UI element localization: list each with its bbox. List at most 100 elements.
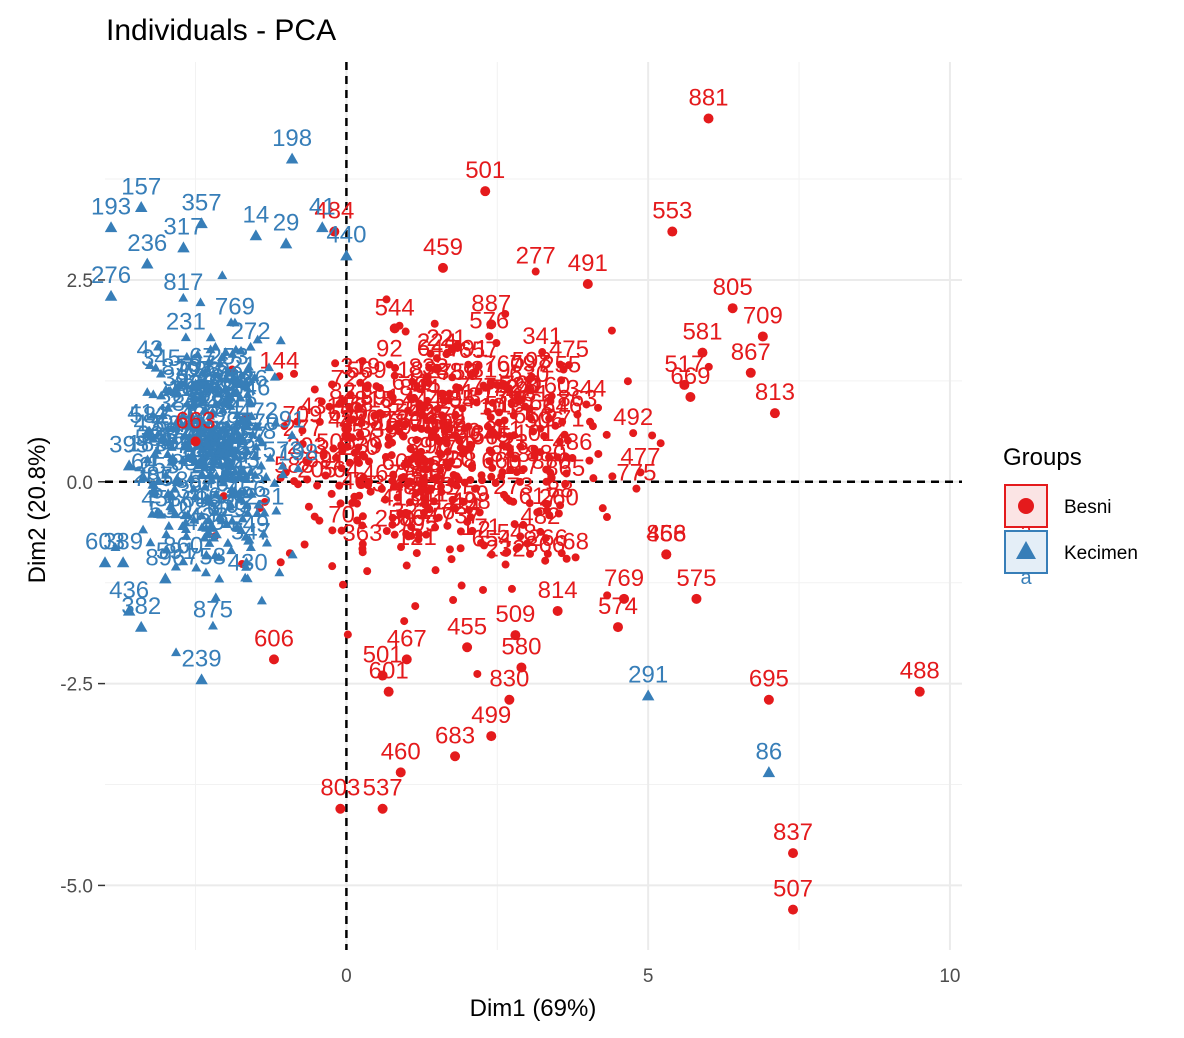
cluster-point-1-220 <box>209 437 220 447</box>
cluster-point-1-58 <box>210 592 221 602</box>
point-besni-28 <box>377 803 388 814</box>
point-besni-31 <box>401 654 412 665</box>
cluster-point-0-285 <box>629 429 638 438</box>
cluster-point-1-266 <box>186 453 197 463</box>
cluster-point-0-295 <box>363 381 372 390</box>
cluster-point-0-150 <box>407 522 416 531</box>
cluster-point-0-406 <box>510 520 519 529</box>
point-besni-33 <box>383 686 394 697</box>
cluster-point-0-172 <box>325 402 334 411</box>
cluster-point-0-116 <box>545 511 554 520</box>
cluster-label-1-216: 231 <box>244 484 284 511</box>
cluster-point-0-132 <box>426 457 435 466</box>
point-besni-26 <box>395 767 406 778</box>
cluster-point-0-253 <box>471 484 480 493</box>
cluster-point-0-358 <box>436 482 445 491</box>
cluster-label-0-321: 413 <box>380 485 420 512</box>
cluster-point-1-184 <box>180 524 191 533</box>
cluster-point-1-238 <box>201 523 212 532</box>
point-label-besni-28: 537 <box>363 775 403 802</box>
cluster-point-0-359 <box>431 425 440 434</box>
point-label-besni-1: 501 <box>465 157 505 184</box>
cluster-point-1-28 <box>256 460 267 470</box>
cluster-point-0-381 <box>452 472 461 481</box>
cluster-point-1-202 <box>205 344 216 354</box>
cluster-point-1-5 <box>188 514 199 524</box>
cluster-point-0-70 <box>337 464 346 473</box>
cluster-point-0-4 <box>457 581 466 590</box>
cluster-point-0-415 <box>391 364 400 373</box>
cluster-label-0-363: 870 <box>531 448 571 475</box>
cluster-point-0-378 <box>472 398 481 407</box>
point-label-besni-38: 544 <box>375 294 415 321</box>
cluster-point-0-15 <box>315 417 324 426</box>
cluster-point-0-151 <box>492 338 501 347</box>
point-label-kecimen-11: 291 <box>628 662 668 689</box>
point-label-besni-20: 695 <box>749 666 789 693</box>
cluster-point-0-342 <box>536 527 545 536</box>
cluster-point-0-228 <box>434 513 443 522</box>
cluster-point-1-296 <box>241 381 252 391</box>
point-label-besni-10: 517 <box>664 351 704 378</box>
cluster-point-1-21 <box>149 449 160 458</box>
cluster-point-1-304 <box>147 479 158 489</box>
cluster-point-0-364 <box>502 494 511 503</box>
cluster-point-1-98 <box>226 488 237 498</box>
cluster-point-0-127 <box>430 319 439 328</box>
point-kecimen-21 <box>219 394 232 406</box>
y-tick-label-2: -2.5 <box>60 675 93 696</box>
cluster-point-0-36 <box>556 501 565 510</box>
cluster-point-1-64 <box>162 403 173 412</box>
cluster-point-0-407 <box>412 489 421 498</box>
cluster-label-1-138: 439 <box>134 410 174 437</box>
cluster-point-0-290 <box>460 424 469 433</box>
cluster-point-0-88 <box>402 561 411 570</box>
cluster-point-0-400 <box>547 473 556 482</box>
reference-lines <box>105 62 962 950</box>
cluster-point-0-418 <box>516 442 525 451</box>
cluster-point-0-235 <box>704 362 713 371</box>
cluster-point-1-145 <box>158 434 169 444</box>
cluster-point-0-81 <box>632 484 641 493</box>
cluster-point-1-107 <box>275 335 286 345</box>
cluster-label-1-183: 817 <box>163 269 203 296</box>
cluster-point-0-310 <box>521 402 530 411</box>
cluster-point-1-321 <box>203 494 214 504</box>
cluster-point-0-85 <box>507 584 516 593</box>
point-besni-22 <box>516 662 527 673</box>
cluster-point-1-279 <box>230 451 241 461</box>
cluster-point-1-260 <box>167 491 178 501</box>
cluster-point-1-116 <box>186 412 197 422</box>
cluster-point-0-272 <box>390 371 399 380</box>
cluster-point-0-95 <box>336 499 345 508</box>
cluster-point-0-321 <box>396 509 405 518</box>
cluster-point-1-136 <box>201 549 212 559</box>
cluster-label-0-207: 863 <box>557 386 597 413</box>
cluster-point-1-117 <box>170 388 181 398</box>
point-kecimen-0 <box>285 152 299 164</box>
point-besni-6 <box>757 331 768 342</box>
cluster-point-1-214 <box>227 349 238 358</box>
cluster-label-1-288: 91 <box>279 406 306 433</box>
cluster-point-1-115 <box>205 332 216 342</box>
cluster-point-0-254 <box>276 558 285 567</box>
cluster-point-0-28 <box>562 554 571 563</box>
cluster-point-1-177 <box>207 408 218 418</box>
cluster-label-0-42: 654 <box>472 526 512 553</box>
cluster-point-1-87 <box>212 388 223 398</box>
cluster-point-0-324 <box>384 433 393 442</box>
cluster-point-1-178 <box>161 544 172 554</box>
point-besni-5 <box>727 303 738 314</box>
cluster-point-0-281 <box>536 424 545 433</box>
cluster-point-0-145 <box>432 474 441 483</box>
chart-title: Individuals - PCA <box>106 14 336 47</box>
cluster-point-1-274 <box>242 508 253 517</box>
point-kecimen-12 <box>762 766 776 778</box>
cluster-point-0-347 <box>419 464 428 473</box>
cluster-point-0-401 <box>525 499 534 508</box>
cluster-point-0-357 <box>509 411 518 420</box>
cluster-point-1-280 <box>252 334 263 344</box>
cluster-point-1-122 <box>241 561 252 571</box>
cluster-point-0-380 <box>402 529 411 538</box>
cluster-point-0-214 <box>475 508 484 517</box>
